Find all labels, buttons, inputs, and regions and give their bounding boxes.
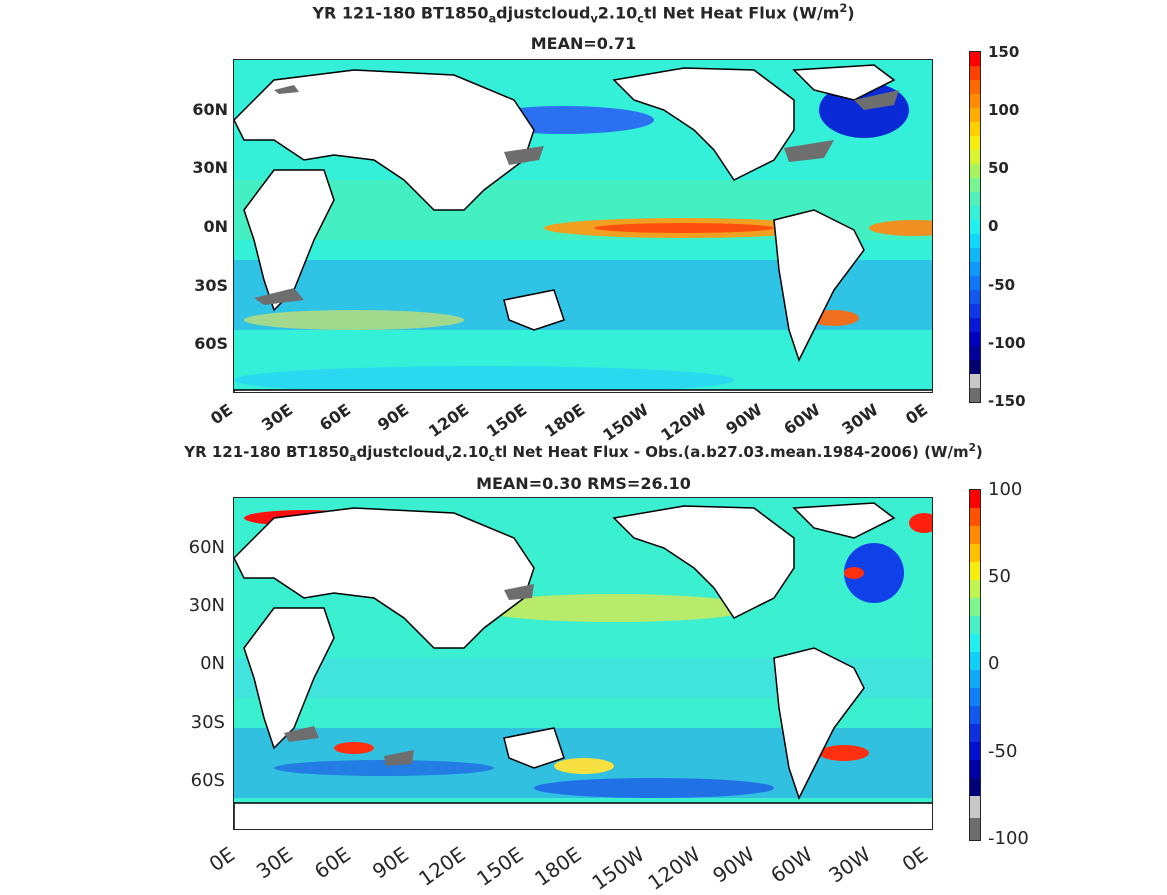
top-colorbar-label: 0	[988, 217, 999, 235]
top-xtick: 180E	[541, 400, 589, 441]
bottom-colorbar-label: -50	[988, 741, 1018, 762]
top-xtick: 30E	[258, 400, 297, 435]
bottom-ytick: 30N	[188, 595, 225, 616]
top-colorbar-label: 100	[988, 101, 1020, 119]
top-xtick: 90E	[374, 400, 413, 435]
top-xtick: 30W	[838, 400, 882, 439]
top-xtick: 150W	[599, 400, 652, 445]
bottom-xtick: 30W	[824, 842, 876, 888]
bottom-ytick: 60N	[188, 537, 225, 558]
bottom-ytick: 0N	[200, 653, 225, 674]
bottom-xtick: 120W	[643, 842, 705, 895]
bottom-xtick: 90W	[708, 842, 760, 888]
bottom-ytick: 30S	[190, 712, 225, 733]
bottom-colorbar-label: -100	[988, 828, 1029, 849]
top-map-mean: MEAN=0.71	[530, 34, 637, 53]
bottom-map-panel	[233, 497, 933, 830]
top-xtick: 90W	[722, 400, 766, 439]
bottom-xtick: 90E	[367, 842, 413, 884]
top-ytick: 0N	[203, 217, 228, 236]
bottom-xtick: 150W	[587, 842, 649, 895]
bottom-ice	[284, 584, 534, 766]
top-ytick: 30N	[192, 158, 228, 177]
top-ytick: 30S	[194, 276, 228, 295]
top-xtick: 60W	[780, 400, 824, 439]
bottom-xtick: 150E	[472, 842, 528, 891]
top-xtick: 0E	[901, 400, 931, 429]
top-map-field	[234, 60, 932, 392]
bottom-land	[234, 502, 932, 829]
top-colorbar-label: -50	[988, 276, 1016, 294]
top-xtick: 150E	[483, 400, 531, 441]
top-xtick: 120W	[657, 400, 710, 445]
top-colorbar-label: 150	[988, 43, 1020, 61]
bottom-map-stats: MEAN=0.30 RMS=26.10	[476, 474, 691, 493]
top-ytick: 60S	[194, 334, 228, 353]
top-land	[234, 64, 932, 392]
bottom-xtick: 30E	[251, 842, 297, 884]
top-colorbar-label: -100	[988, 334, 1026, 352]
top-map-title: YR 121-180 BT1850adjustcloudv2.10ctl Net…	[312, 2, 855, 26]
bottom-xtick: 180E	[530, 842, 586, 891]
top-map-panel	[233, 59, 933, 393]
bottom-map-title: YR 121-180 BT1850adjustcloudv2.10ctl Net…	[184, 442, 983, 464]
bottom-xtick: 60E	[309, 842, 355, 884]
bottom-colorbar	[969, 489, 981, 841]
bottom-colorbar-label: 0	[988, 653, 1000, 674]
bottom-colorbar-label: 100	[988, 479, 1023, 500]
bottom-map-field	[234, 498, 932, 829]
bottom-xtick: 120E	[414, 842, 470, 891]
bottom-xtick: 0E	[897, 842, 933, 877]
top-colorbar-label: 50	[988, 159, 1009, 177]
bottom-colorbar-label: 50	[988, 566, 1011, 587]
top-xtick: 0E	[206, 400, 236, 429]
top-colorbar-label: -150	[988, 392, 1026, 410]
top-colorbar	[969, 51, 981, 403]
bottom-ytick: 60S	[190, 770, 225, 791]
bottom-xtick: 60W	[766, 842, 818, 888]
top-ytick: 60N	[192, 100, 228, 119]
top-xtick: 120E	[425, 400, 473, 441]
top-xtick: 60E	[316, 400, 355, 435]
bottom-xtick: 0E	[204, 842, 240, 877]
top-ice	[254, 85, 899, 305]
